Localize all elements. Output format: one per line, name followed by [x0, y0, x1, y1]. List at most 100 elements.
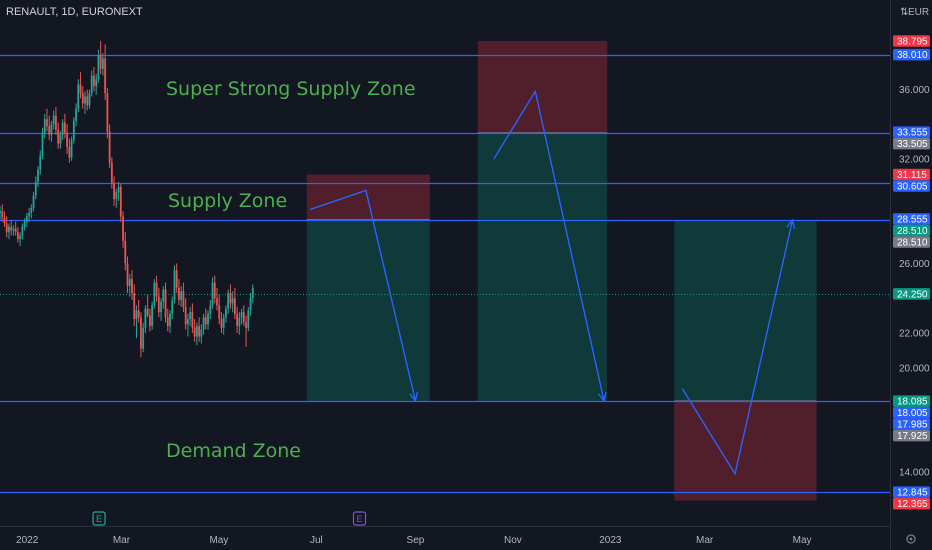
candle-body	[189, 312, 192, 320]
candle-body	[204, 317, 207, 325]
candle-body	[104, 58, 107, 94]
candle	[28, 207, 30, 222]
horizontal-levels[interactable]	[0, 54, 890, 494]
super-strong-supply-zone-label[interactable]: Super Strong Supply Zone	[166, 78, 416, 100]
position-short-2[interactable]	[477, 40, 608, 402]
currency-selector[interactable]: ⇅ EUR	[900, 7, 929, 18]
price-badge-bg	[893, 395, 930, 407]
position-stop-area	[674, 401, 817, 501]
candle	[63, 113, 66, 139]
candle-body	[173, 270, 176, 300]
time-tick-label: 2022	[16, 535, 39, 546]
position-long-3[interactable]	[674, 219, 817, 501]
candle	[225, 305, 227, 323]
time-tick-label: Sep	[407, 535, 425, 546]
price-badge: 24.250	[893, 288, 930, 300]
candle	[155, 275, 158, 302]
candle	[90, 70, 93, 97]
candle	[39, 150, 42, 175]
candle-body	[155, 282, 158, 297]
path-line	[493, 89, 605, 401]
candle	[162, 286, 165, 309]
axis-settings-icon[interactable]	[906, 534, 916, 544]
earnings-marker[interactable]: E	[92, 511, 106, 526]
price-badge-bg	[893, 126, 930, 138]
candle	[81, 86, 84, 109]
price-tick-label: 22.000	[899, 329, 930, 340]
supply-zone-label[interactable]: Supply Zone	[168, 190, 287, 212]
price-badge: 17.985	[893, 418, 930, 431]
candle-body	[227, 293, 230, 309]
candle-body	[119, 186, 122, 217]
path-arrow-3[interactable]	[681, 218, 796, 476]
candle	[240, 308, 243, 325]
candle-body	[146, 308, 149, 316]
candle	[115, 188, 118, 208]
candle-body	[12, 228, 15, 231]
candle-body	[202, 317, 205, 330]
path-drawings[interactable]	[309, 89, 796, 476]
candle	[48, 115, 51, 141]
candle-body	[57, 129, 60, 144]
demand-zone-label[interactable]: Demand Zone	[166, 440, 301, 462]
candle	[25, 213, 28, 227]
candle	[55, 106, 57, 135]
candle-body	[162, 289, 165, 302]
position-stop-area	[477, 40, 608, 133]
candle	[70, 136, 73, 161]
position-short-1[interactable]	[306, 174, 430, 402]
price-badge-bg	[893, 418, 930, 430]
time-tick-label: 2023	[599, 535, 622, 546]
earnings-marker-label: E	[357, 514, 363, 524]
candle	[171, 296, 174, 320]
symbol-title[interactable]: RENAULT, 1D, EURONEXT	[6, 6, 143, 18]
candle	[236, 306, 239, 334]
candle-body	[242, 312, 245, 323]
path-arrow-1[interactable]	[309, 189, 419, 403]
candle-body	[97, 54, 100, 80]
candle-body	[148, 315, 151, 327]
price-badge: 33.555	[893, 126, 930, 139]
candle-body	[72, 120, 75, 141]
candle	[200, 324, 203, 344]
candle-body	[124, 240, 127, 264]
candle-body	[19, 235, 22, 240]
candle-body	[95, 79, 98, 87]
candle-body	[216, 298, 218, 306]
price-badge: 38.795	[893, 35, 930, 47]
candle	[242, 305, 245, 327]
earnings-marker[interactable]: E	[352, 511, 367, 526]
candle	[213, 275, 216, 304]
position-tools[interactable]	[306, 40, 817, 501]
candle	[102, 53, 104, 76]
candle-body	[140, 317, 142, 349]
candle-body	[32, 195, 35, 208]
candle	[198, 317, 200, 342]
candle-body	[108, 131, 111, 163]
candle-body	[59, 134, 62, 144]
price-badge-bg	[893, 288, 930, 300]
candle-body	[178, 287, 180, 300]
candle	[148, 308, 151, 332]
candle-body	[28, 213, 30, 217]
price-badge-value: 30.605	[897, 182, 928, 193]
candle-body	[3, 218, 6, 224]
candle	[124, 232, 127, 271]
price-badge-bg	[893, 224, 930, 237]
price-badge-value: 24.250	[897, 289, 928, 300]
path-arrow-2[interactable]	[493, 89, 607, 403]
price-badge-bg	[893, 48, 930, 61]
candle-body	[151, 305, 154, 327]
candle	[216, 287, 218, 311]
candle	[52, 110, 55, 130]
candle-body	[251, 287, 254, 299]
candle-body	[211, 282, 214, 306]
price-badge-value: 12.845	[897, 488, 928, 499]
candle-body	[88, 93, 91, 106]
price-tick-label: 26.000	[899, 259, 930, 270]
candle	[75, 103, 77, 127]
candle	[151, 301, 154, 330]
